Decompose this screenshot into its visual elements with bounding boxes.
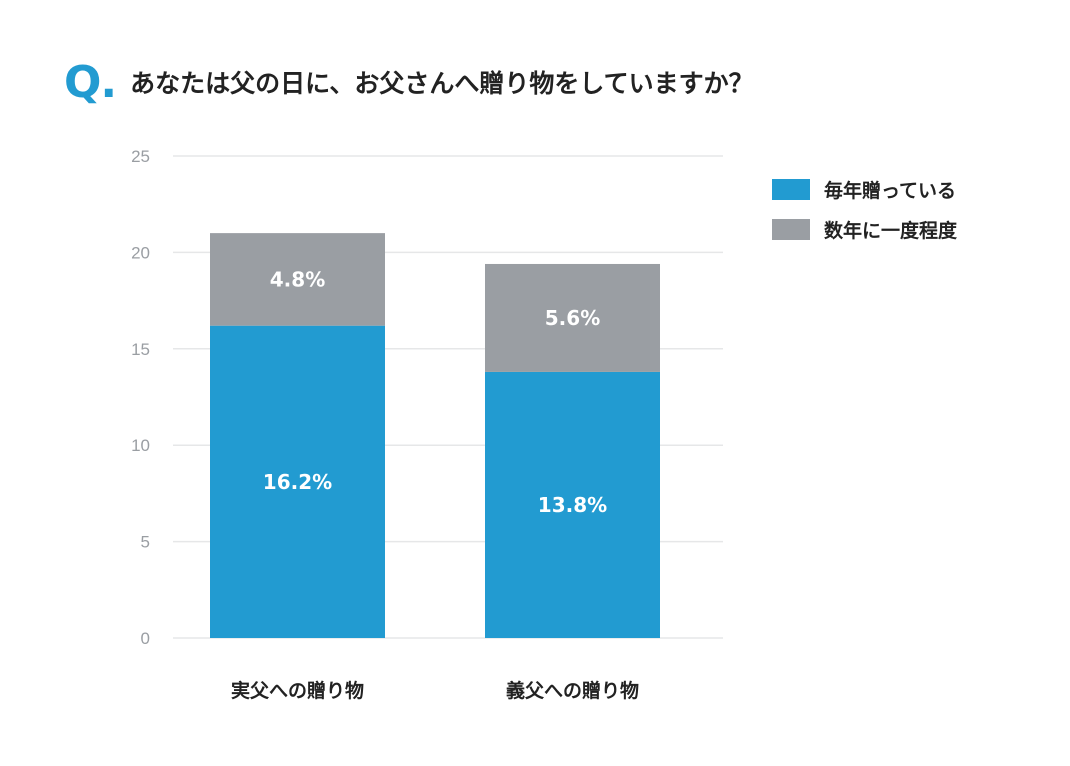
data-label: 16.2%	[263, 470, 332, 494]
y-tick-label: 5	[141, 533, 150, 552]
legend-item-every-few-years: 数年に一度程度	[772, 216, 957, 242]
legend-label-every-few-years: 数年に一度程度	[824, 219, 958, 242]
x-category-label: 実父への贈り物	[231, 679, 364, 702]
bar-segment	[485, 263, 660, 372]
bar-segment	[210, 233, 385, 326]
y-tick-label: 10	[131, 436, 150, 455]
bar-segment	[485, 371, 660, 638]
title-row: Q. あなたは父の日に、お父さんへ贈り物をしていますか？	[64, 58, 754, 108]
legend-swatch-every-few-years	[772, 218, 810, 240]
y-tick-label: 15	[131, 340, 150, 359]
question-mark-prefix: Q.	[64, 57, 117, 108]
y-tick-label: 20	[131, 243, 150, 262]
y-tick-label: 0	[141, 629, 150, 648]
legend-item-every-year: 毎年贈っている	[772, 176, 957, 202]
data-label: 5.6%	[545, 306, 600, 330]
legend-swatch-every-year	[772, 178, 810, 200]
bar-segment	[210, 325, 385, 638]
y-tick-label: 25	[131, 147, 150, 166]
x-category-label: 義父への贈り物	[506, 679, 639, 702]
data-label: 4.8%	[270, 267, 325, 291]
chart-title: あなたは父の日に、お父さんへ贈り物をしていますか？	[130, 68, 754, 98]
data-label: 13.8%	[538, 493, 607, 517]
legend-label-every-year: 毎年贈っている	[824, 179, 957, 202]
legend: 毎年贈っている 数年に一度程度	[772, 176, 957, 256]
